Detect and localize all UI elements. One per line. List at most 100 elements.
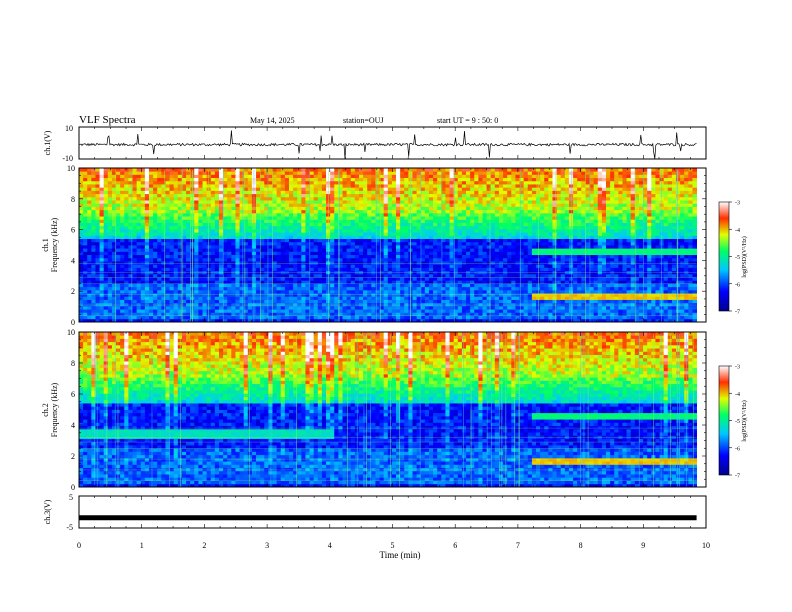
ch1-spec-cell bbox=[202, 312, 208, 316]
ch1-spec-cell bbox=[387, 196, 393, 201]
ch1-spec-cell bbox=[330, 219, 335, 223]
ch1-spec-cell bbox=[280, 261, 286, 265]
ch1-spec-cell bbox=[461, 318, 467, 323]
ch1-spec-cell bbox=[136, 277, 142, 281]
ch1-spec-cell bbox=[260, 273, 265, 278]
ch1-spec-cell bbox=[416, 203, 422, 207]
ch1-spec-cell bbox=[83, 277, 88, 281]
ch1-spec-cell bbox=[272, 261, 278, 265]
ch1-spec-cell bbox=[239, 273, 245, 278]
ch1-spec-cell bbox=[453, 190, 459, 195]
ch1-spec-cell bbox=[342, 277, 348, 281]
ch1-spec-cell bbox=[416, 196, 422, 201]
ch1-spec-cell bbox=[346, 251, 352, 256]
ch1-spec-cell bbox=[317, 193, 323, 198]
ch1-spec-cell bbox=[91, 289, 96, 294]
ch1-spec-cell bbox=[83, 270, 88, 275]
ch1-spec-cell bbox=[416, 209, 422, 214]
ch1-spec-cell bbox=[157, 254, 162, 259]
ch1-spec-cell bbox=[153, 315, 158, 320]
ch1-spec-cell bbox=[449, 180, 455, 185]
ch1-spec-cell bbox=[449, 289, 455, 294]
ch1-spec-cell bbox=[437, 261, 442, 265]
ch1-spec-cell bbox=[470, 174, 475, 179]
ch1-spec-cell bbox=[424, 238, 430, 243]
ch1-spec-cell bbox=[227, 267, 232, 272]
ch1-spec-cell bbox=[288, 289, 294, 294]
ch1-spec-cell bbox=[383, 203, 389, 207]
ch1-spec-cell bbox=[83, 315, 88, 320]
ch1-spec-cell bbox=[321, 248, 327, 252]
ch1-spec-cell bbox=[486, 293, 492, 297]
ch1-spec-cell bbox=[391, 251, 397, 256]
ch1-spec-cell bbox=[445, 238, 450, 243]
ch1-spec-cell bbox=[206, 280, 212, 284]
ch1-spec-cell bbox=[466, 280, 471, 284]
ch1-spec-cell bbox=[445, 219, 450, 223]
ch1-spec-cell bbox=[317, 238, 323, 243]
ch1-spec-cell bbox=[198, 286, 203, 291]
ch1-spec-cell bbox=[387, 168, 393, 172]
ch1-spec-cell bbox=[400, 257, 405, 262]
ch1-spec-cell bbox=[293, 251, 298, 256]
ch1-spec-cell bbox=[235, 219, 240, 223]
ch1-spec-cell bbox=[153, 305, 158, 310]
ch1-spec-cell bbox=[91, 286, 96, 291]
ch1-spec-cell bbox=[309, 254, 315, 259]
ch1-spec-cell bbox=[416, 171, 422, 175]
ch1-spec-cell bbox=[350, 309, 356, 313]
ch1-spec-cell bbox=[247, 273, 253, 278]
ch1-spec-cell bbox=[478, 302, 483, 307]
ch1-spec-cell bbox=[153, 180, 158, 185]
ch1-spec-cell bbox=[383, 171, 389, 175]
ch1-spec-cell bbox=[268, 305, 273, 310]
ch1-spec-cell bbox=[239, 315, 245, 320]
ch1-spec-cell bbox=[165, 318, 170, 323]
ch1-spec-cell bbox=[120, 293, 125, 297]
ch1-spec-cell bbox=[128, 225, 133, 230]
ch1-spec-cell bbox=[474, 184, 479, 188]
ch1-spec-cell bbox=[317, 245, 323, 249]
ch1-spec-cell bbox=[375, 168, 380, 172]
ch1-spec-cell bbox=[157, 309, 162, 313]
ch1-spec-cell bbox=[227, 228, 232, 233]
ch1-spec-cell bbox=[400, 212, 405, 217]
ch1-spec-cell bbox=[99, 225, 105, 230]
ch1-spec-cell bbox=[305, 302, 310, 307]
ch1-spec-cell bbox=[83, 203, 88, 207]
ch1-spec-cell bbox=[272, 283, 278, 288]
ch1-spec-cell bbox=[136, 200, 142, 204]
ch1-spec-cell bbox=[309, 296, 315, 300]
ch1-spec-cell bbox=[87, 309, 92, 313]
ch1-spec-cell bbox=[103, 196, 109, 201]
ch1-spec-cell bbox=[116, 280, 121, 284]
ch1-spec-cell bbox=[223, 190, 228, 195]
ch1-spec-cell bbox=[396, 228, 401, 233]
ch1-spec-cell bbox=[153, 228, 158, 233]
ch1-spec-cell bbox=[235, 254, 240, 259]
ch1-spec-cell bbox=[210, 248, 216, 252]
ch1-spec-cell bbox=[412, 270, 418, 275]
ch1-spec-cell bbox=[358, 277, 364, 281]
ch1-spec-cell bbox=[441, 238, 446, 243]
ch1-spec-cell bbox=[243, 312, 249, 316]
ch1-spec-cell bbox=[412, 203, 418, 207]
ch1-spec-cell bbox=[396, 203, 401, 207]
ch1-spec-cell bbox=[424, 219, 430, 223]
ch1-spec-cell bbox=[239, 180, 245, 185]
ch1-spec-cell bbox=[256, 264, 261, 268]
ch1-spec-cell bbox=[198, 184, 203, 188]
ch1-spec-cell bbox=[346, 174, 352, 179]
ch1-spec-cell bbox=[103, 312, 109, 316]
ch1-spec-cell bbox=[293, 264, 298, 268]
ch1-spec-cell bbox=[466, 219, 471, 223]
ch1-spec-cell bbox=[288, 264, 294, 268]
ch1-spec-cell bbox=[482, 289, 488, 294]
ch1-spec-cell bbox=[301, 296, 306, 300]
ch1-spec-cell bbox=[494, 235, 500, 239]
ch1-spec-cell bbox=[416, 228, 422, 233]
ch1-spec-cell bbox=[297, 203, 302, 207]
ch1-spec-cell bbox=[124, 286, 129, 291]
ch1-spec-cell bbox=[379, 257, 385, 262]
ch1-spec-cell bbox=[202, 302, 208, 307]
